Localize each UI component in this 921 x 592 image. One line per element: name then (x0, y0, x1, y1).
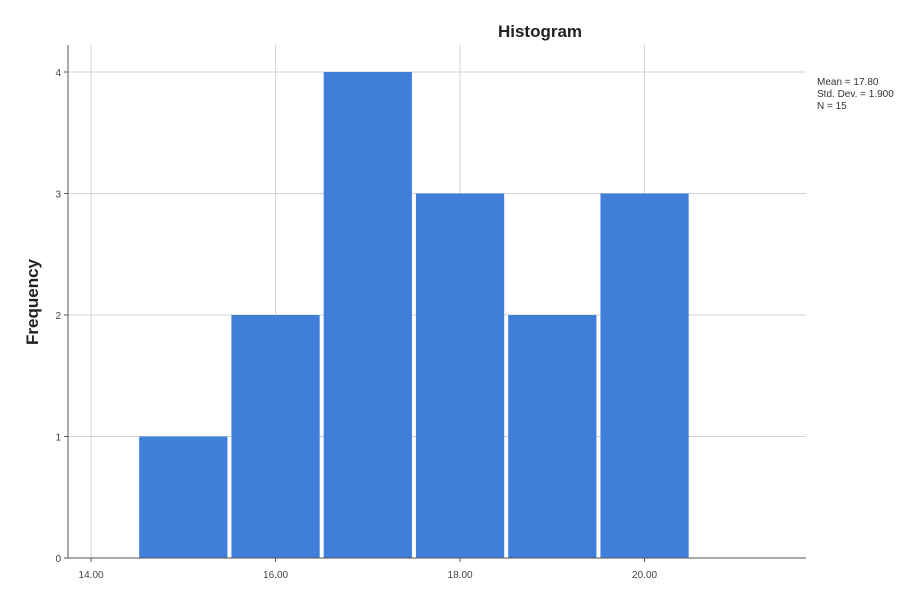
y-tick-label-4: 4 (55, 68, 61, 79)
histogram-bar-3 (415, 193, 505, 558)
histogram-bar-0 (139, 436, 228, 558)
stats-mean: Mean = 17.80 (817, 77, 879, 88)
y-tick-label-3: 3 (55, 190, 61, 201)
histogram-bar-5 (600, 193, 689, 558)
histogram-bar-4 (508, 315, 597, 558)
axes (67, 45, 806, 559)
histogram-bar-2 (323, 72, 412, 558)
y-tick-label-0: 0 (55, 554, 61, 565)
x-tick-label-2: 18.00 (448, 570, 473, 581)
x-tick-label-3: 20.00 (632, 570, 657, 581)
stats-std-dev: Std. Dev. = 1.900 (817, 89, 894, 100)
y-axis-label: Frequency (23, 258, 42, 345)
stats-box: Mean = 17.80 Std. Dev. = 1.900 N = 15 (817, 77, 894, 112)
y-tick-label-2: 2 (55, 311, 61, 322)
stats-n: N = 15 (817, 101, 847, 112)
histogram-bar-1 (231, 315, 320, 558)
chart-title: Histogram (498, 22, 582, 41)
y-tick-label-1: 1 (55, 433, 61, 444)
x-tick-label-1: 16.00 (263, 570, 288, 581)
x-tick-label-0: 14.00 (79, 570, 104, 581)
axis-ticks: 0 1 2 3 4 14.00 16.00 18.00 20.00 (55, 68, 657, 581)
histogram-bars (139, 72, 689, 558)
